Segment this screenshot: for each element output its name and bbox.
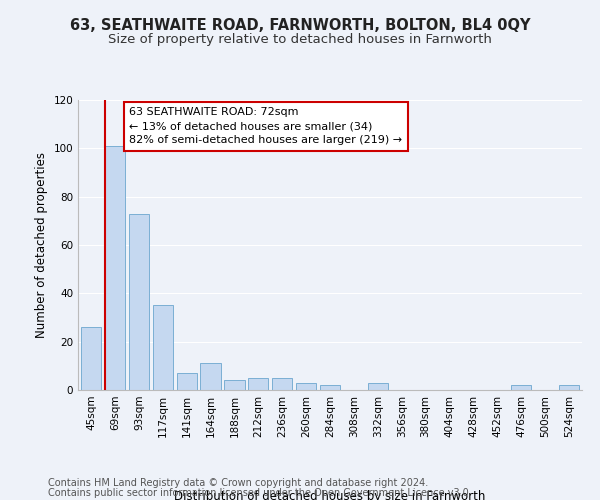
Bar	[511, 385, 531, 390]
Bar	[224, 380, 245, 390]
Bar	[176, 373, 197, 390]
Text: Size of property relative to detached houses in Farnworth: Size of property relative to detached ho…	[108, 32, 492, 46]
Bar	[272, 378, 292, 390]
Y-axis label: Number of detached properties: Number of detached properties	[35, 152, 48, 338]
Bar	[559, 385, 579, 390]
Bar	[152, 306, 173, 390]
Bar	[248, 378, 268, 390]
Bar	[200, 364, 221, 390]
Text: 63, SEATHWAITE ROAD, FARNWORTH, BOLTON, BL4 0QY: 63, SEATHWAITE ROAD, FARNWORTH, BOLTON, …	[70, 18, 530, 32]
Text: Contains HM Land Registry data © Crown copyright and database right 2024.: Contains HM Land Registry data © Crown c…	[48, 478, 428, 488]
Bar	[129, 214, 149, 390]
Bar	[81, 327, 101, 390]
Text: 63 SEATHWAITE ROAD: 72sqm
← 13% of detached houses are smaller (34)
82% of semi-: 63 SEATHWAITE ROAD: 72sqm ← 13% of detac…	[130, 108, 403, 146]
Bar	[368, 383, 388, 390]
Bar	[296, 383, 316, 390]
Text: Contains public sector information licensed under the Open Government Licence v3: Contains public sector information licen…	[48, 488, 472, 498]
Bar	[105, 146, 125, 390]
Bar	[320, 385, 340, 390]
X-axis label: Distribution of detached houses by size in Farnworth: Distribution of detached houses by size …	[175, 490, 485, 500]
